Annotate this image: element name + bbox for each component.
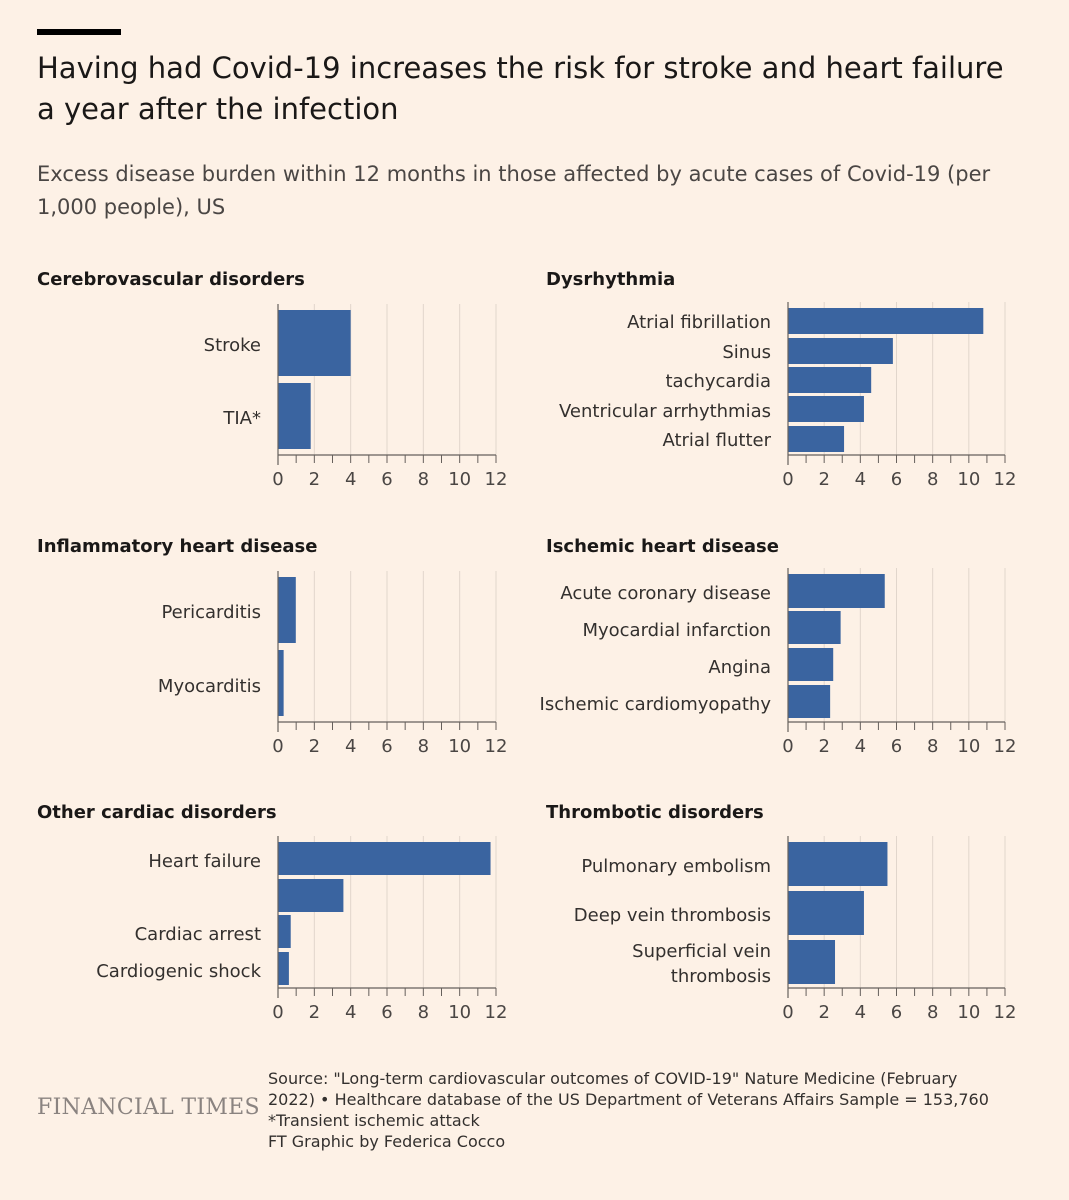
- x-tick-label: 2: [309, 736, 320, 757]
- x-tick-label: 4: [855, 469, 866, 490]
- x-tick-label: 10: [957, 736, 980, 757]
- x-tick-label: 10: [957, 469, 980, 490]
- panel-title: Inflammatory heart disease: [37, 536, 317, 557]
- category-label: Ventricular arrhythmias: [559, 401, 771, 422]
- panel-title: Dysrhythmia: [546, 269, 675, 290]
- category-label: Angina: [708, 657, 771, 678]
- category-label: Cardiogenic shock: [96, 961, 261, 982]
- bar: [278, 650, 284, 716]
- category-label: Superficial vein: [632, 941, 771, 962]
- x-tick-label: 12: [485, 1002, 508, 1023]
- x-tick-label: 0: [272, 469, 283, 490]
- x-tick-label: 2: [818, 469, 829, 490]
- x-tick-label: 8: [418, 736, 429, 757]
- bar: [788, 842, 888, 886]
- bar: [788, 685, 831, 718]
- x-tick-label: 6: [891, 736, 902, 757]
- x-tick-label: 10: [448, 469, 471, 490]
- x-tick-label: 6: [381, 736, 392, 757]
- x-tick-label: 12: [994, 469, 1017, 490]
- panel-title: Other cardiac disorders: [37, 802, 277, 823]
- category-label: TIA*: [222, 408, 261, 429]
- category-label: Atrial flutter: [662, 430, 771, 451]
- credit-text: FT Graphic by Federica Cocco: [268, 1132, 506, 1151]
- x-tick-label: 10: [448, 1002, 471, 1023]
- x-tick-label: 6: [891, 469, 902, 490]
- x-tick-label: 8: [418, 469, 429, 490]
- category-label: Deep vein thrombosis: [574, 905, 771, 926]
- x-tick-label: 2: [818, 1002, 829, 1023]
- x-tick-label: 8: [927, 1002, 938, 1023]
- source-note: Source: "Long-term cardiovascular outcom…: [268, 1068, 1008, 1152]
- x-tick-label: 4: [345, 736, 356, 757]
- category-label: Pulmonary embolism: [581, 856, 771, 877]
- x-tick-label: 0: [782, 469, 793, 490]
- category-label: tachycardia: [665, 371, 771, 392]
- bar: [278, 310, 351, 376]
- x-tick-label: 4: [855, 736, 866, 757]
- category-label: Cardiac arrest: [135, 924, 261, 945]
- bar: [278, 842, 491, 875]
- bar: [788, 891, 864, 935]
- bar: [788, 648, 834, 681]
- x-tick-label: 6: [891, 1002, 902, 1023]
- bar: [788, 396, 864, 422]
- bar: [278, 577, 296, 643]
- category-label: Ischemic cardiomyopathy: [540, 694, 772, 715]
- x-tick-label: 12: [994, 1002, 1017, 1023]
- chart-title: Having had Covid-19 increases the risk f…: [37, 51, 1004, 126]
- category-label: Heart failure: [148, 851, 261, 872]
- category-label: thrombosis: [671, 966, 771, 987]
- category-label: Myocardial infarction: [582, 620, 771, 641]
- x-tick-label: 8: [927, 469, 938, 490]
- x-tick-label: 10: [448, 736, 471, 757]
- bar: [788, 611, 841, 644]
- x-tick-label: 4: [345, 1002, 356, 1023]
- x-tick-label: 4: [855, 1002, 866, 1023]
- category-label: Pericarditis: [161, 602, 261, 623]
- x-tick-label: 0: [782, 1002, 793, 1023]
- top-accent-bar: [37, 29, 121, 35]
- panel-title: Thrombotic disorders: [546, 802, 764, 823]
- category-label: Stroke: [204, 335, 261, 356]
- x-tick-label: 0: [272, 1002, 283, 1023]
- bar: [278, 952, 289, 985]
- x-tick-label: 8: [927, 736, 938, 757]
- bar: [788, 574, 885, 608]
- bar: [788, 367, 872, 393]
- x-tick-label: 12: [994, 736, 1017, 757]
- bar: [278, 915, 291, 948]
- chart-subtitle: Excess disease burden within 12 months i…: [37, 162, 991, 219]
- x-tick-label: 0: [782, 736, 793, 757]
- x-tick-label: 0: [272, 736, 283, 757]
- x-tick-label: 6: [381, 1002, 392, 1023]
- panel-title: Ischemic heart disease: [546, 536, 779, 557]
- x-tick-label: 4: [345, 469, 356, 490]
- x-tick-label: 12: [485, 736, 508, 757]
- category-label: Acute coronary disease: [560, 583, 771, 604]
- panel-title: Cerebrovascular disorders: [37, 269, 305, 290]
- bar: [788, 426, 845, 452]
- source-text: Source: "Long-term cardiovascular outcom…: [268, 1069, 989, 1130]
- x-tick-label: 10: [957, 1002, 980, 1023]
- x-tick-label: 2: [309, 469, 320, 490]
- x-tick-label: 2: [818, 736, 829, 757]
- x-tick-label: 2: [309, 1002, 320, 1023]
- bar: [788, 338, 893, 364]
- bar: [788, 940, 836, 984]
- x-tick-label: 6: [381, 469, 392, 490]
- bar: [788, 308, 984, 334]
- ft-logo: FINANCIAL TIMES: [37, 1095, 260, 1120]
- category-label: Atrial fibrillation: [627, 312, 771, 333]
- category-label: Myocarditis: [158, 676, 261, 697]
- bar: [278, 383, 311, 449]
- x-tick-label: 8: [418, 1002, 429, 1023]
- category-label: Sinus: [722, 342, 771, 363]
- x-tick-label: 12: [485, 469, 508, 490]
- bar: [278, 879, 344, 912]
